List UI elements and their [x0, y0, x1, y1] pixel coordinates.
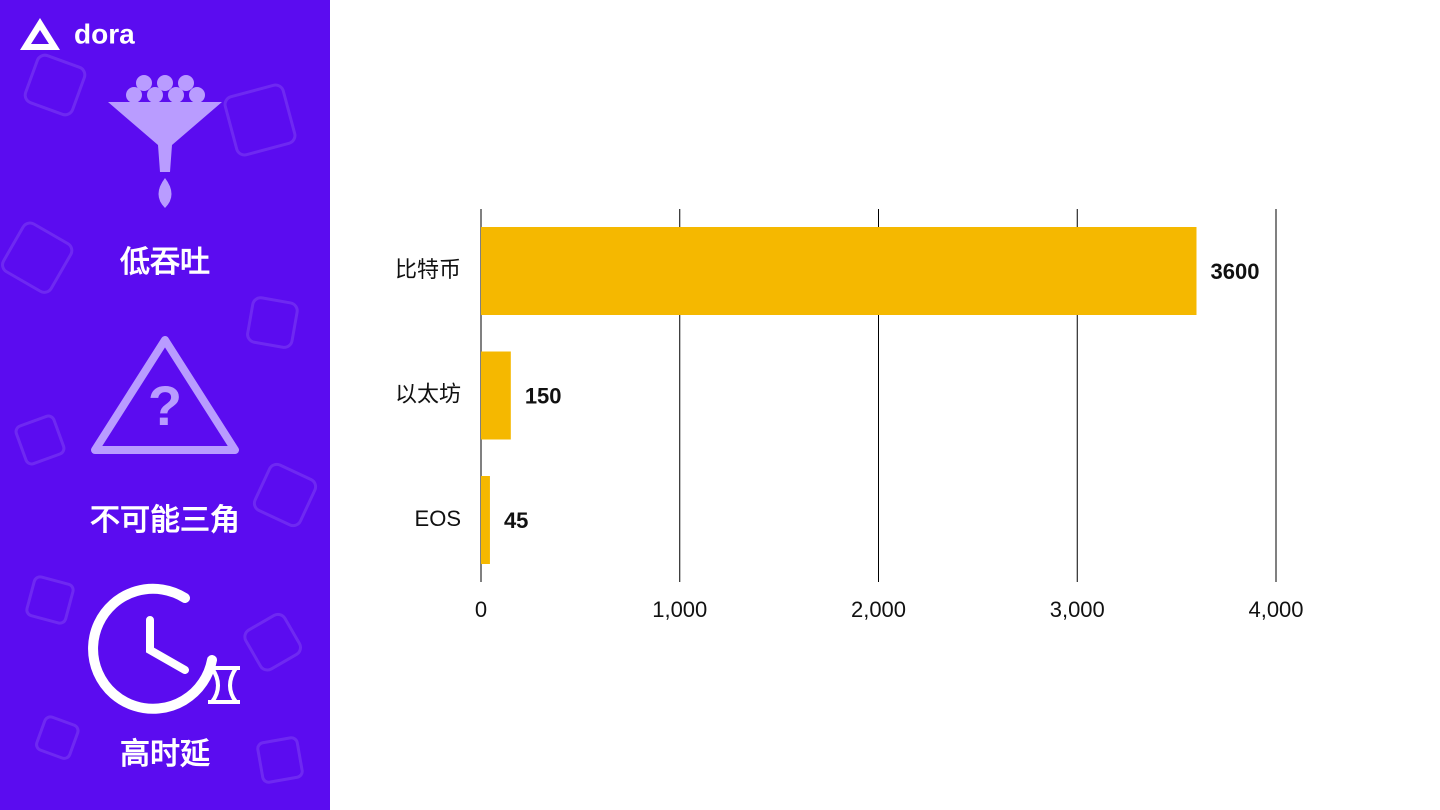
- x-tick-label: 0: [475, 597, 487, 622]
- value-label: 150: [525, 383, 562, 408]
- item-label: 高时延: [120, 738, 211, 771]
- clock-icon: [88, 583, 240, 714]
- x-tick-label: 4,000: [1248, 597, 1303, 622]
- y-tick-label: EOS: [415, 506, 461, 531]
- y-tick-label: 以太坊: [395, 381, 461, 406]
- chart: 0 1,000 2,000 3,000 4,000 比特币 3600 以太坊 150 EOS 45: [395, 209, 1304, 622]
- icon-glyph: ?: [148, 374, 182, 437]
- bar: [481, 351, 511, 440]
- logo-icon: [20, 18, 60, 50]
- pattern: [1, 53, 318, 784]
- x-tick-label: 2,000: [851, 597, 906, 622]
- value-label: 3600: [1211, 259, 1260, 284]
- y-tick-label: 比特币: [395, 257, 461, 282]
- bar: [481, 476, 490, 564]
- item-label: 不可能三角: [90, 504, 240, 537]
- bar: [481, 227, 1197, 315]
- funnel-icon: [108, 75, 222, 208]
- logo-text: dora: [74, 18, 135, 49]
- warning-icon: ?: [91, 336, 239, 454]
- x-tick-label: 1,000: [652, 597, 707, 622]
- value-label: 45: [504, 508, 528, 533]
- x-tick-label: 3,000: [1050, 597, 1105, 622]
- item-label: 低吞吐: [119, 246, 210, 279]
